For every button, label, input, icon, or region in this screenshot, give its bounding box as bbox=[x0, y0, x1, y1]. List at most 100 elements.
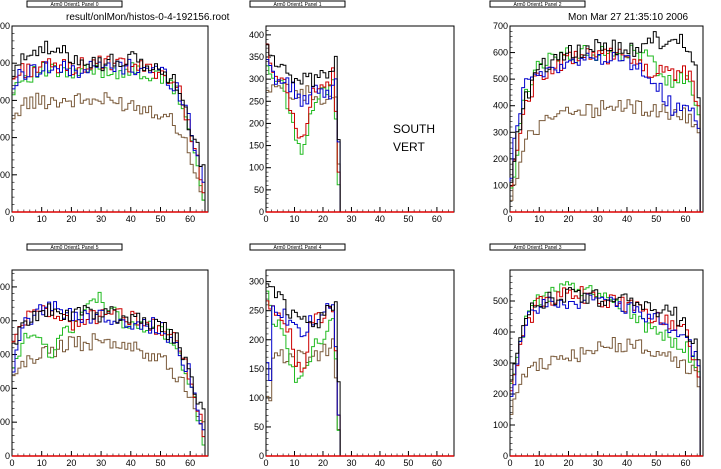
series-black bbox=[265, 44, 341, 212]
x-tick-label: 30 bbox=[346, 214, 356, 224]
series-green bbox=[265, 65, 341, 212]
x-tick-label: 40 bbox=[375, 458, 385, 468]
y-tick-label: 300 bbox=[493, 127, 508, 137]
panel-title-box bbox=[249, 0, 346, 8]
y-tick-label: 0 bbox=[5, 207, 10, 217]
x-tick-label: 60 bbox=[680, 214, 690, 224]
x-tick-label: 60 bbox=[185, 458, 195, 468]
x-tick-label: 10 bbox=[289, 458, 299, 468]
x-tick-label: 60 bbox=[432, 458, 442, 468]
y-tick-label: 300 bbox=[0, 95, 10, 105]
series-red bbox=[11, 305, 206, 456]
histogram-panel-0: Arm0 Orient1 Panel 0 0 10 20 30 40 50 60 0 100 200… bbox=[0, 0, 209, 224]
y-tick-label: 400 bbox=[493, 101, 508, 111]
y-tick-label: 300 bbox=[0, 350, 10, 360]
series-blue bbox=[509, 293, 701, 456]
x-tick-label: 20 bbox=[318, 458, 328, 468]
y-tick-label: 200 bbox=[493, 154, 508, 164]
timestamp-label: Mon Mar 27 21:35:10 2006 bbox=[568, 12, 689, 23]
x-tick-label: 20 bbox=[66, 214, 76, 224]
x-tick-label: 10 bbox=[37, 214, 47, 224]
series-blue bbox=[509, 51, 701, 212]
y-tick-label: 500 bbox=[493, 296, 508, 306]
y-tick-label: 0 bbox=[503, 207, 508, 217]
y-tick-label: 250 bbox=[249, 306, 264, 316]
series-black bbox=[265, 283, 341, 456]
y-tick-label: 200 bbox=[0, 383, 10, 393]
x-tick-label: 10 bbox=[37, 458, 47, 468]
y-tick-label: 150 bbox=[249, 364, 264, 374]
series-green bbox=[11, 62, 206, 212]
histogram-panel-3: Arm0 Orient1 Panel 5 0 10 20 30 40 50 60 0 100 200… bbox=[0, 243, 209, 468]
x-tick-label: 50 bbox=[403, 214, 413, 224]
y-tick-label: 100 bbox=[0, 170, 10, 180]
series-red bbox=[265, 43, 341, 212]
y-tick-label: 500 bbox=[0, 282, 10, 292]
series-black bbox=[509, 287, 701, 456]
x-tick-label: 0 bbox=[507, 458, 512, 468]
x-tick-label: 10 bbox=[289, 214, 299, 224]
series-brown bbox=[265, 338, 341, 456]
x-tick-label: 20 bbox=[318, 214, 328, 224]
series-blue bbox=[265, 303, 341, 456]
y-tick-label: 600 bbox=[493, 48, 508, 58]
x-tick-label: 0 bbox=[9, 214, 14, 224]
series-blue bbox=[11, 301, 206, 456]
panel-title-box bbox=[489, 0, 586, 8]
series-blue bbox=[265, 59, 341, 212]
y-tick-label: 400 bbox=[0, 316, 10, 326]
histogram-panel-4: Arm0 Orient1 Panel 4 0 10 20 30 40 50 60 0 50 100 1… bbox=[249, 243, 455, 468]
series-brown bbox=[11, 92, 206, 212]
series-green bbox=[11, 291, 206, 456]
x-tick-label: 40 bbox=[622, 458, 632, 468]
series-brown bbox=[509, 99, 701, 212]
x-tick-label: 50 bbox=[651, 214, 661, 224]
y-tick-label: 300 bbox=[249, 74, 264, 84]
y-tick-label: 100 bbox=[249, 393, 264, 403]
y-tick-label: 200 bbox=[493, 389, 508, 399]
x-tick-label: 40 bbox=[622, 214, 632, 224]
histogram-panel-2: Arm0 Orient1 Panel 20 10 20 30 40 50 600100200… bbox=[489, 0, 704, 224]
x-tick-label: 50 bbox=[155, 458, 165, 468]
y-tick-label: 0 bbox=[259, 207, 264, 217]
y-tick-label: 200 bbox=[249, 335, 264, 345]
x-tick-label: 20 bbox=[563, 458, 573, 468]
y-tick-label: 0 bbox=[503, 451, 508, 461]
series-black bbox=[509, 31, 701, 212]
series-green bbox=[509, 281, 701, 456]
x-tick-label: 0 bbox=[263, 214, 268, 224]
x-tick-label: 0 bbox=[263, 458, 268, 468]
x-tick-label: 60 bbox=[185, 214, 195, 224]
series-blue bbox=[11, 58, 206, 212]
y-tick-label: 400 bbox=[249, 30, 264, 40]
x-tick-label: 30 bbox=[593, 214, 603, 224]
panel-title-box bbox=[26, 243, 123, 251]
x-tick-label: 30 bbox=[96, 214, 106, 224]
panel-title: Arm0 Orient1 Panel 4 bbox=[273, 245, 321, 251]
panel-title: Arm0 Orient1 Panel 1 bbox=[273, 2, 321, 8]
x-tick-label: 30 bbox=[593, 458, 603, 468]
panel-title-box bbox=[249, 243, 346, 251]
y-tick-label: 50 bbox=[254, 422, 264, 432]
panel-title: Arm0 Orient1 Panel 3 bbox=[513, 245, 561, 251]
series-green bbox=[509, 44, 701, 212]
series-red bbox=[11, 55, 206, 212]
histogram-panel-1: Arm0 Orient1 Panel 1 0 10 20 30 40 50 60 0 50 100 1… bbox=[249, 0, 455, 224]
x-tick-label: 10 bbox=[534, 458, 544, 468]
y-tick-label: 500 bbox=[493, 74, 508, 84]
panel-title: Arm0 Orient1 Panel 0 bbox=[50, 2, 98, 8]
y-tick-label: 100 bbox=[493, 420, 508, 430]
x-tick-label: 30 bbox=[96, 458, 106, 468]
x-tick-label: 60 bbox=[432, 214, 442, 224]
histogram-panel-5: Arm0 Orient1 Panel 3 0 10 20 30 40 50 60 0 100 200… bbox=[489, 243, 704, 468]
y-tick-label: 400 bbox=[493, 327, 508, 337]
x-tick-label: 20 bbox=[563, 214, 573, 224]
x-tick-label: 40 bbox=[126, 458, 136, 468]
x-tick-label: 40 bbox=[375, 214, 385, 224]
y-tick-label: 100 bbox=[493, 180, 508, 190]
x-tick-label: 60 bbox=[680, 458, 690, 468]
y-tick-label: 0 bbox=[259, 451, 264, 461]
series-brown bbox=[11, 333, 206, 456]
series-black bbox=[11, 40, 206, 212]
